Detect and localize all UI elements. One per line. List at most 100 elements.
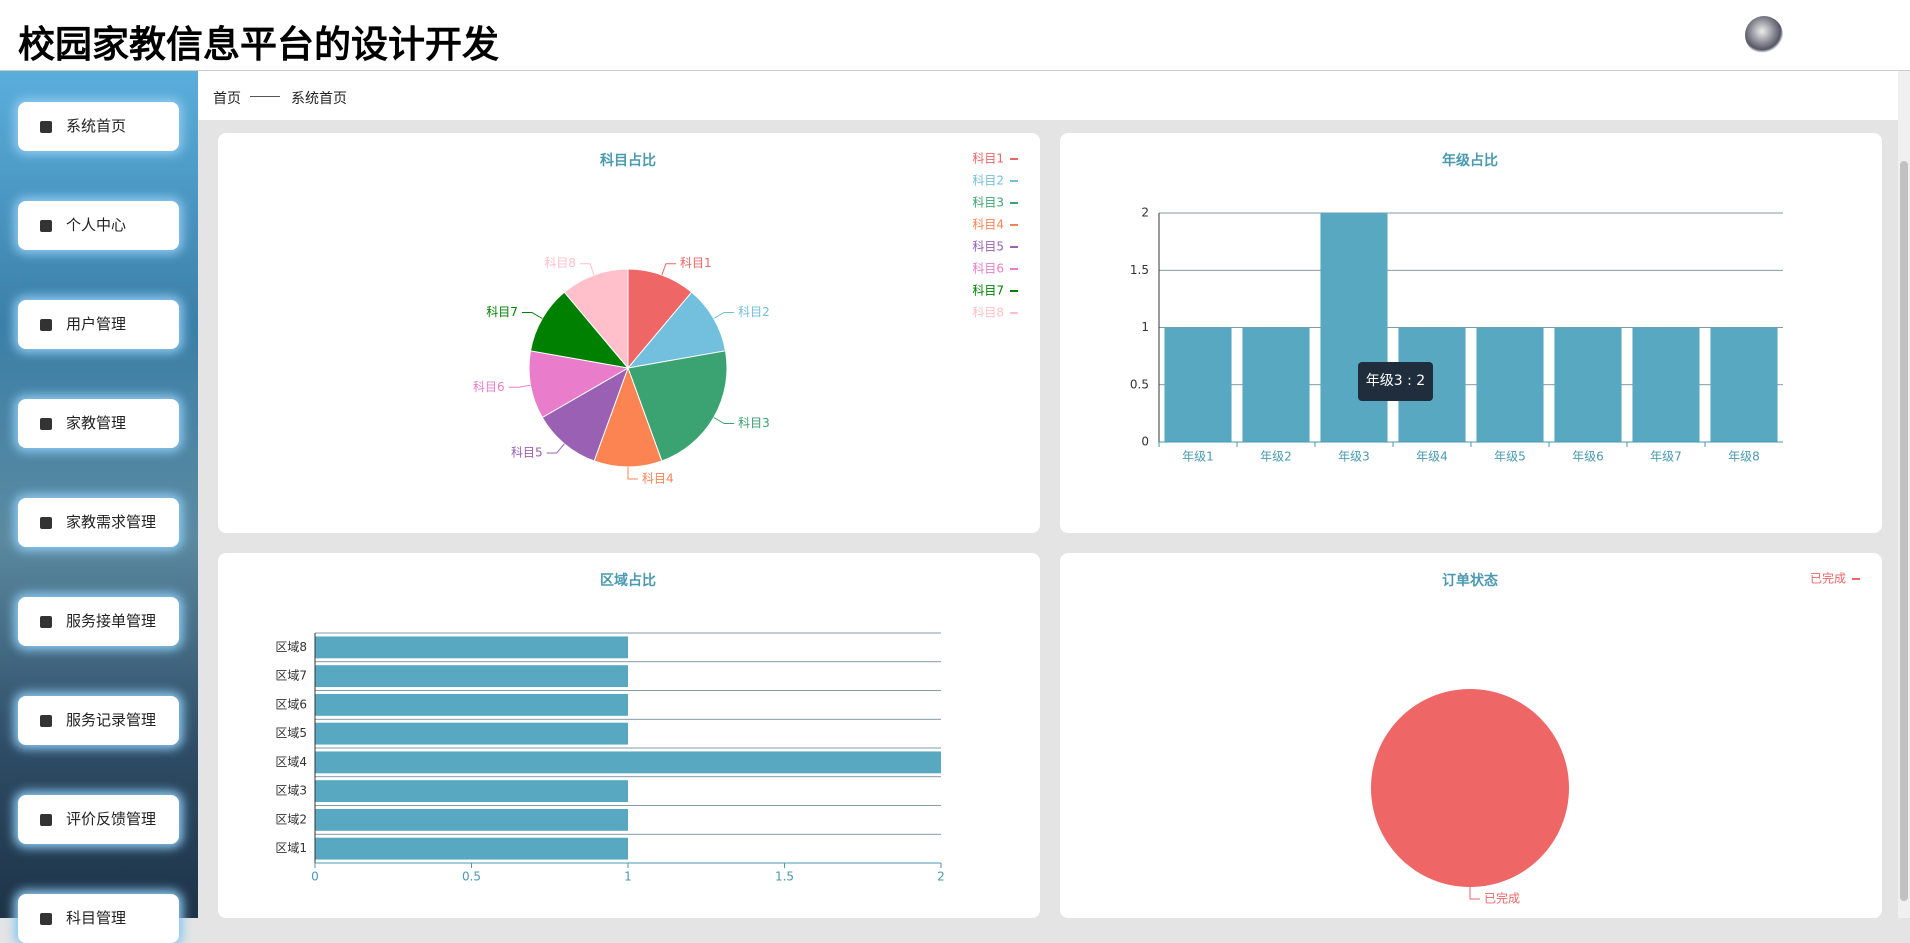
chart: 年级占比 0 0.5 1 1.5 2 年级1 年级2 年级3 年级4 年级5 年级6 年级7 年级8 xyxy=(1130,152,1783,464)
pie-slice xyxy=(627,350,728,462)
x-tick-label: 0 xyxy=(311,870,319,884)
header: 校园家教信息平台的设计开发 xyxy=(0,0,1910,71)
slice-label: 科目3 xyxy=(738,416,770,430)
leader-line xyxy=(521,312,543,319)
chart-panel: 订单状态 已完成 已完成 xyxy=(1060,553,1882,918)
bar xyxy=(1164,327,1232,442)
tooltip: 年级3 : 2 xyxy=(1358,362,1433,401)
menu-item[interactable]: 服务记录管理 xyxy=(18,696,179,745)
slice-label: 科目6 xyxy=(473,380,505,394)
slice-label: 科目1 xyxy=(680,256,712,270)
y-tick-label: 区域7 xyxy=(275,669,307,683)
pie-slice xyxy=(563,268,629,370)
bar xyxy=(1632,327,1700,442)
chart: 科目占比科目1科目1科目2科目2科目3科目3科目4科目4科目5科目5科目6科目6… xyxy=(473,152,1018,486)
chart-title: 区域占比 xyxy=(600,572,656,589)
slice-label: 已完成 xyxy=(1484,891,1520,906)
chart-title: 年级占比 xyxy=(1442,152,1498,169)
x-tick-label: 年级5 xyxy=(1494,450,1526,464)
legend-entry: 科目1 xyxy=(972,152,1004,166)
y-tick-label: 区域4 xyxy=(275,755,307,769)
y-tick-label: 区域1 xyxy=(275,841,307,855)
scroll-thumb[interactable] xyxy=(1900,161,1908,901)
legend-entry: 科目2 xyxy=(972,174,1004,188)
bar xyxy=(1554,327,1622,442)
y-tick-label: 区域3 xyxy=(275,784,307,798)
leader-line xyxy=(713,417,735,424)
x-tick-label: 年级7 xyxy=(1650,450,1682,464)
pie-slice xyxy=(528,350,630,419)
bar xyxy=(1242,327,1310,442)
leader-line xyxy=(546,443,565,454)
slice-label: 科目8 xyxy=(544,256,576,270)
bar xyxy=(315,693,628,716)
chart-panel: 区域占比 0 0.5 1 1.5 2 区域1 区域2 区域3 区域4 区域5 区域6 区域7 区域8 xyxy=(218,553,1040,918)
y-tick-label: 0.5 xyxy=(1130,377,1149,391)
chart-panel: 年级占比 0 0.5 1 1.5 2 年级1 年级2 年级3 年级4 年级5 年级6 年级7 年级8 xyxy=(1060,133,1882,533)
y-tick-label: 1 xyxy=(1141,320,1149,334)
separator xyxy=(250,80,280,97)
x-tick-label: 年级2 xyxy=(1260,450,1292,464)
y-tick-label: 区域8 xyxy=(275,640,307,654)
y-tick-label: 1.5 xyxy=(1130,263,1149,277)
slice-label: 科目5 xyxy=(511,446,543,460)
y-tick-label: 区域2 xyxy=(275,812,307,826)
breadcrumb-item[interactable]: 首页 xyxy=(213,91,241,107)
y-tick-label: 2 xyxy=(1141,206,1149,220)
legend-entry: 科目4 xyxy=(972,218,1004,232)
legend-entry: 科目5 xyxy=(972,240,1004,254)
menu-item[interactable]: 家教需求管理 xyxy=(18,498,179,547)
chart-title: 科目占比 xyxy=(600,152,656,169)
legend-entry: 科目6 xyxy=(972,262,1004,276)
bar xyxy=(315,837,628,860)
leader-line xyxy=(1469,887,1480,900)
menu-item[interactable]: 服务接单管理 xyxy=(18,597,179,646)
bar xyxy=(1320,213,1388,442)
menu-item[interactable]: 用户管理 xyxy=(18,300,179,349)
slice-label: 科目4 xyxy=(642,472,674,486)
bar xyxy=(315,636,628,659)
scrollbar[interactable] xyxy=(1898,71,1910,918)
x-tick-label: 1.5 xyxy=(775,870,794,884)
site-title: 校园家教信息平台的设计开发 xyxy=(18,23,499,66)
x-tick-label: 0.5 xyxy=(462,870,481,884)
menu-item[interactable]: 评价反馈管理 xyxy=(18,795,179,844)
chart-title: 订单状态 xyxy=(1442,572,1498,589)
menu-item[interactable]: 科目管理 xyxy=(18,894,179,943)
x-tick-label: 年级6 xyxy=(1572,450,1604,464)
pie-slice xyxy=(627,268,693,370)
pie-slice xyxy=(626,291,727,369)
y-tick-label: 0 xyxy=(1141,435,1149,449)
legend-entry: 科目8 xyxy=(972,306,1004,320)
bar xyxy=(1476,327,1544,442)
leader-line xyxy=(627,467,638,480)
menu-item[interactable]: 个人中心 xyxy=(18,201,179,250)
avatar[interactable] xyxy=(1745,16,1783,54)
x-tick-label: 年级3 xyxy=(1338,450,1370,464)
menu-item[interactable]: 家教管理 xyxy=(18,399,179,448)
leader-line xyxy=(580,263,595,276)
bar xyxy=(315,665,628,688)
x-tick-label: 年级1 xyxy=(1182,450,1214,464)
bar xyxy=(315,751,941,774)
x-tick-label: 年级8 xyxy=(1728,450,1760,464)
pie-slice xyxy=(541,366,629,462)
bar xyxy=(315,780,628,803)
chart: 区域占比 0 0.5 1 1.5 2 区域1 区域2 区域3 区域4 区域5 区域6 区域7 区域8 xyxy=(275,572,944,884)
chart-panel: 科目占比 科目1 科目1 科目2 科目2 科目3 科目3 科目4 科目4 科目5 科目5 科目6 科目6… xyxy=(218,133,1040,533)
x-tick-label: 年级4 xyxy=(1416,450,1448,464)
sidebar: 系统首页个人中心用户管理家教管理家教需求管理 服务接单管理 服务记录管理 评价反馈管理… xyxy=(0,71,198,943)
legend-entry: 已完成 xyxy=(1810,571,1846,586)
x-tick-label: 1 xyxy=(624,870,632,884)
pie-slice xyxy=(1371,689,1569,887)
leader-line xyxy=(508,384,531,388)
menu-item[interactable]: 系统首页 xyxy=(18,102,179,151)
y-tick-label: 区域5 xyxy=(275,726,307,740)
bar xyxy=(315,722,628,745)
slice-label: 科目7 xyxy=(486,305,518,319)
slice-label: 科目2 xyxy=(738,305,770,319)
legend-entry: 科目3 xyxy=(972,196,1004,210)
breadcrumb: 首页 系统首页 xyxy=(198,71,1898,120)
